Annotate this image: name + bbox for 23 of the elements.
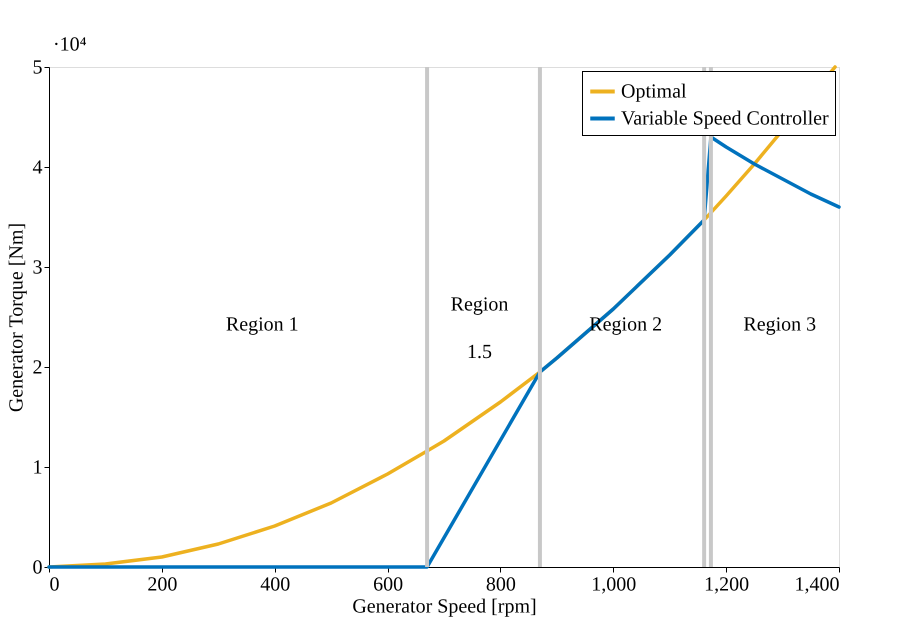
x-tick-label: 0: [50, 574, 60, 596]
y-tick-label: 5: [32, 56, 42, 78]
y-tick-label: 4: [32, 156, 42, 178]
y-tick-label: 1: [32, 456, 42, 478]
x-tick-label: 800: [486, 574, 516, 596]
x-tick-label: 200: [147, 574, 178, 596]
y-tick-label: 0: [32, 556, 42, 578]
legend-label: Variable Speed Controller: [621, 108, 830, 130]
text: ·10⁴: [52, 34, 87, 56]
x-axis-title: Generator Speed [rpm]: [352, 596, 537, 618]
y-axis-title: Generator Torque [Nm]: [6, 222, 28, 412]
annotation: 1.5: [467, 341, 492, 363]
x-tick-label: 1,200: [704, 574, 750, 596]
x-tick-label: 1,000: [591, 574, 636, 596]
annotation: Region 3: [743, 314, 816, 336]
legend-label: Optimal: [621, 80, 687, 102]
x-tick-label: 600: [373, 574, 404, 596]
annotation: Region 1: [226, 314, 299, 336]
x-tick-label: 1,400: [794, 574, 840, 596]
y-tick-label: 3: [32, 256, 42, 278]
y-tick-label: 2: [32, 356, 42, 378]
x-tick-label: 400: [260, 574, 290, 596]
annotation: Region: [450, 294, 508, 316]
